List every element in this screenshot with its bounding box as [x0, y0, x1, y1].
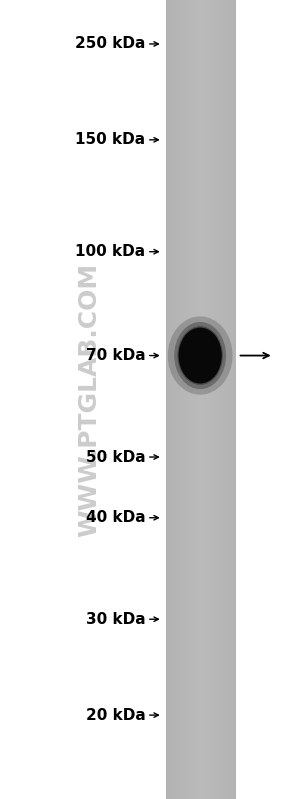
- Bar: [219, 0, 220, 799]
- Bar: [214, 0, 215, 799]
- Ellipse shape: [168, 316, 233, 395]
- Bar: [193, 0, 194, 799]
- Bar: [187, 0, 188, 799]
- Bar: [220, 0, 221, 799]
- Text: 50 kDa: 50 kDa: [86, 450, 145, 464]
- Bar: [192, 0, 193, 799]
- Bar: [197, 0, 198, 799]
- Bar: [216, 0, 217, 799]
- Bar: [235, 0, 236, 799]
- Bar: [175, 0, 176, 799]
- Bar: [230, 0, 232, 799]
- Bar: [203, 0, 204, 799]
- Bar: [210, 0, 211, 799]
- Bar: [196, 0, 197, 799]
- Bar: [170, 0, 171, 799]
- Bar: [208, 0, 209, 799]
- Bar: [207, 0, 208, 799]
- Bar: [202, 0, 203, 799]
- Bar: [167, 0, 168, 799]
- Bar: [194, 0, 195, 799]
- Bar: [166, 0, 236, 799]
- Bar: [223, 0, 224, 799]
- Text: 250 kDa: 250 kDa: [75, 37, 145, 51]
- Bar: [204, 0, 206, 799]
- Text: 150 kDa: 150 kDa: [75, 133, 145, 147]
- Bar: [213, 0, 214, 799]
- Bar: [198, 0, 200, 799]
- Bar: [221, 0, 222, 799]
- Bar: [209, 0, 210, 799]
- Bar: [190, 0, 192, 799]
- Bar: [169, 0, 170, 799]
- Ellipse shape: [177, 326, 223, 385]
- Bar: [222, 0, 223, 799]
- Bar: [180, 0, 181, 799]
- Bar: [206, 0, 207, 799]
- Bar: [234, 0, 235, 799]
- Bar: [166, 0, 167, 799]
- Bar: [224, 0, 226, 799]
- Bar: [183, 0, 184, 799]
- Bar: [217, 0, 219, 799]
- Bar: [215, 0, 216, 799]
- Text: 40 kDa: 40 kDa: [86, 511, 145, 525]
- Text: 30 kDa: 30 kDa: [86, 612, 145, 626]
- Bar: [227, 0, 228, 799]
- Bar: [229, 0, 230, 799]
- Ellipse shape: [179, 328, 222, 384]
- Bar: [177, 0, 179, 799]
- Bar: [184, 0, 185, 799]
- Bar: [233, 0, 234, 799]
- Bar: [176, 0, 177, 799]
- Bar: [211, 0, 213, 799]
- Bar: [182, 0, 183, 799]
- Text: 100 kDa: 100 kDa: [75, 244, 145, 259]
- Bar: [232, 0, 233, 799]
- Bar: [201, 0, 202, 799]
- Bar: [189, 0, 190, 799]
- Text: 20 kDa: 20 kDa: [86, 708, 145, 722]
- Bar: [168, 0, 169, 799]
- Bar: [228, 0, 229, 799]
- Bar: [181, 0, 182, 799]
- Bar: [200, 0, 201, 799]
- Ellipse shape: [174, 322, 226, 389]
- Text: WWW.PTGLAB.COM: WWW.PTGLAB.COM: [77, 262, 101, 537]
- Bar: [185, 0, 187, 799]
- Bar: [179, 0, 180, 799]
- Bar: [171, 0, 173, 799]
- Bar: [226, 0, 227, 799]
- Bar: [188, 0, 189, 799]
- Bar: [195, 0, 196, 799]
- Bar: [173, 0, 174, 799]
- Bar: [174, 0, 175, 799]
- Text: 70 kDa: 70 kDa: [86, 348, 145, 363]
